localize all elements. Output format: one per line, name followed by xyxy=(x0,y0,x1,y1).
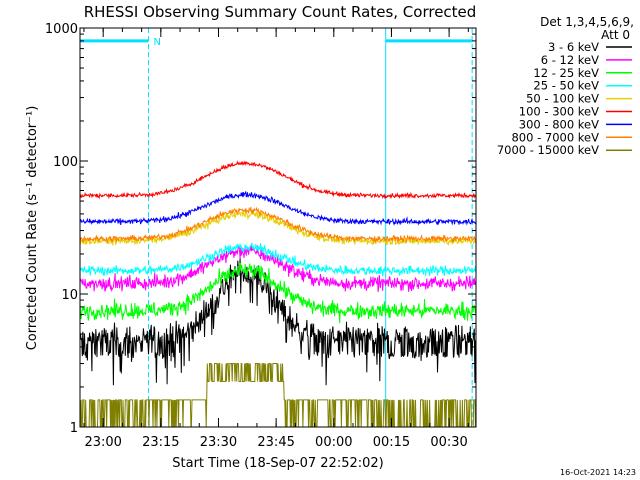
x-tick-label: 00:15 xyxy=(373,435,410,450)
legend-label: 12 - 25 keV xyxy=(533,66,599,80)
series-12-25-kev xyxy=(80,263,476,324)
chart-title: RHESSI Observing Summary Count Rates, Co… xyxy=(84,3,477,21)
y-axis: 1 10 100 1000 xyxy=(45,22,476,436)
x-tick-label: 00:30 xyxy=(430,435,467,450)
y-tick-label: 10 xyxy=(61,288,78,303)
series-800-7000-kev xyxy=(80,206,476,245)
night-flag-label: N xyxy=(154,37,161,48)
legend-label: 50 - 100 keV xyxy=(526,92,599,106)
y-tick-label: 1 xyxy=(70,421,78,436)
x-tick-label: 00:00 xyxy=(315,435,352,450)
y-axis-label: Corrected Count Rate (s⁻¹ detector⁻¹) xyxy=(25,106,40,351)
x-tick-label: 23:45 xyxy=(257,435,294,450)
series-100-300-kev xyxy=(80,160,476,200)
x-tick-label: 23:30 xyxy=(200,435,237,450)
legend-label: 7000 - 15000 keV xyxy=(497,143,599,157)
legend-label: 800 - 7000 keV xyxy=(511,130,599,144)
series-6-12-kev xyxy=(80,245,476,293)
x-tick-label: 23:15 xyxy=(142,435,179,450)
series-3-6-kev xyxy=(80,258,476,386)
series-layer xyxy=(80,160,476,427)
legend-label: 300 - 800 keV xyxy=(519,117,599,131)
x-tick-label: 23:00 xyxy=(84,435,121,450)
night-markers: N xyxy=(80,28,473,427)
timestamp: 16-Oct-2021 14:23 xyxy=(560,468,636,477)
legend-label: 100 - 300 keV xyxy=(519,105,599,119)
x-axis-label: Start Time (18-Sep-07 22:52:02) xyxy=(172,456,383,471)
legend-detectors: Det 1,3,4,5,6,9, xyxy=(540,15,634,29)
legend-label: 25 - 50 keV xyxy=(533,79,599,93)
legend-attenuator: Att 0 xyxy=(601,28,630,42)
series-7000-15000-kev xyxy=(80,363,476,427)
legend-label: 6 - 12 keV xyxy=(541,53,599,67)
series-300-800-kev xyxy=(80,191,476,226)
y-tick-label: 100 xyxy=(53,155,78,170)
plot-area: N xyxy=(80,28,476,427)
series-25-50-kev xyxy=(80,242,476,277)
x-axis: 23:00 23:15 23:30 23:45 00:00 00:15 00:30 xyxy=(83,28,469,450)
legend-label: 3 - 6 keV xyxy=(548,40,599,54)
plot-frame xyxy=(79,27,477,428)
y-tick-label: 1000 xyxy=(45,22,78,37)
